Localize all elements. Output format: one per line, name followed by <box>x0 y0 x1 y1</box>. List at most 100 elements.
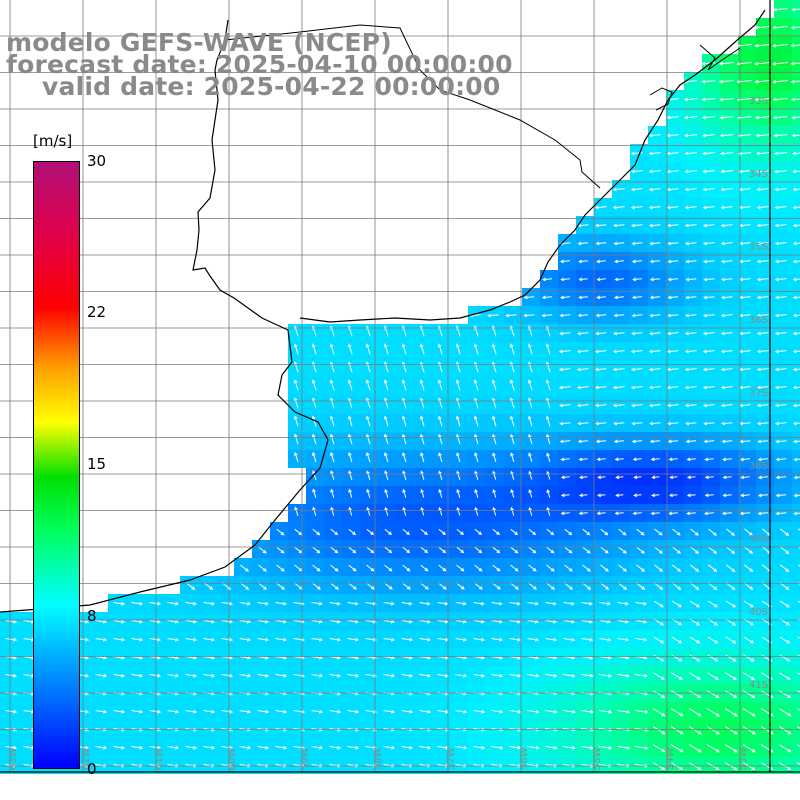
wind-arrow <box>329 745 342 750</box>
wind-arrow <box>510 488 515 498</box>
wind-arrow <box>690 528 699 536</box>
wind-arrow <box>546 489 551 498</box>
wind-arrow <box>294 506 299 516</box>
wind-arrow <box>648 385 661 390</box>
wind-arrow <box>420 451 425 463</box>
wind-arrow <box>650 511 660 516</box>
wind-arrow <box>545 601 557 606</box>
wind-arrow <box>149 637 161 642</box>
wind-arrow <box>437 343 443 355</box>
longitude-label: 61W <box>154 747 165 770</box>
longitude-label: 58W <box>373 747 384 770</box>
wind-arrow <box>702 313 715 318</box>
wind-arrow <box>634 673 649 678</box>
wind-arrow <box>473 379 479 391</box>
wind-arrow <box>383 379 389 391</box>
wind-arrow <box>631 259 643 264</box>
wind-arrow <box>419 745 432 750</box>
wind-arrow <box>131 619 144 624</box>
wind-arrow <box>545 745 558 750</box>
wind-arrow <box>329 397 335 409</box>
wind-arrow <box>113 673 126 678</box>
wind-arrow <box>258 582 267 590</box>
wind-arrow <box>402 528 411 536</box>
wind-arrow <box>594 403 607 408</box>
wind-arrow <box>293 433 299 445</box>
wind-arrow <box>792 349 800 354</box>
valid-date: valid date: 2025-04-22 00:00:00 <box>42 72 501 101</box>
wind-arrow <box>239 673 252 678</box>
wind-arrow <box>576 385 589 390</box>
wind-arrow <box>666 151 679 156</box>
wind-arrow <box>527 343 533 355</box>
wind-cell <box>792 558 800 576</box>
wind-arrow <box>667 421 679 426</box>
wind-arrow <box>580 745 595 750</box>
wind-arrow <box>686 457 696 462</box>
wind-arrow <box>685 277 697 282</box>
wind-arrow <box>743 564 754 573</box>
latitude-label: 38S <box>749 461 768 472</box>
wind-arrow <box>203 637 216 642</box>
wind-arrow <box>438 546 447 554</box>
wind-arrow <box>577 331 589 336</box>
wind-arrow <box>612 349 625 354</box>
wind-arrow <box>582 564 591 572</box>
latitude-label: 34S <box>749 169 768 180</box>
wind-arrow <box>311 415 317 427</box>
wind-arrow <box>560 493 570 498</box>
wind-arrow <box>739 457 751 462</box>
wind-arrow <box>707 546 718 554</box>
wind-arrow <box>456 470 461 480</box>
wind-arrow <box>779 654 791 662</box>
wind-arrow <box>563 637 576 642</box>
wind-arrow <box>720 385 733 390</box>
wind-arrow <box>491 379 497 391</box>
wind-arrow <box>652 744 666 753</box>
wind-arrow <box>652 726 666 735</box>
wind-arrow <box>455 397 461 409</box>
wind-arrow <box>701 97 716 102</box>
wind-arrow <box>455 709 468 714</box>
wind-arrow <box>545 673 558 678</box>
coastline <box>0 19 329 613</box>
wind-arrow <box>684 403 697 408</box>
wind-arrow <box>671 564 682 572</box>
wind-arrow <box>563 709 576 714</box>
wind-arrow <box>743 672 755 680</box>
wind-arrow <box>774 169 787 174</box>
wind-arrow <box>329 673 342 678</box>
wind-arrow <box>598 745 613 750</box>
wind-arrow <box>684 169 697 174</box>
wind-arrow <box>594 367 607 372</box>
wind-arrow <box>419 379 425 391</box>
wind-arrow <box>491 709 504 714</box>
wind-arrow <box>792 241 800 246</box>
wind-arrow <box>113 619 126 624</box>
wind-arrow <box>329 601 341 606</box>
wind-arrow <box>275 709 288 714</box>
wind-arrow <box>702 187 715 192</box>
wind-arrow <box>473 601 485 606</box>
wind-arrow <box>523 313 535 318</box>
wind-arrow <box>559 313 571 318</box>
wind-arrow <box>402 546 411 554</box>
wind-arrow <box>685 439 697 444</box>
wind-arrow <box>558 385 571 390</box>
wind-arrow <box>631 331 643 336</box>
wind-arrow <box>618 564 628 572</box>
wind-arrow <box>541 277 553 282</box>
wind-arrow <box>131 745 144 750</box>
wind-arrow <box>704 493 714 498</box>
colorbar-tick-8: 8 <box>87 607 97 625</box>
wind-arrow <box>725 600 736 608</box>
wind-arrow <box>149 619 162 624</box>
wind-arrow <box>401 397 407 409</box>
wind-arrow <box>330 582 339 590</box>
wind-arrow <box>667 259 679 264</box>
wind-arrow <box>702 169 715 174</box>
wind-arrow <box>618 528 627 536</box>
wind-arrow <box>797 690 800 693</box>
wind-arrow <box>797 762 800 765</box>
